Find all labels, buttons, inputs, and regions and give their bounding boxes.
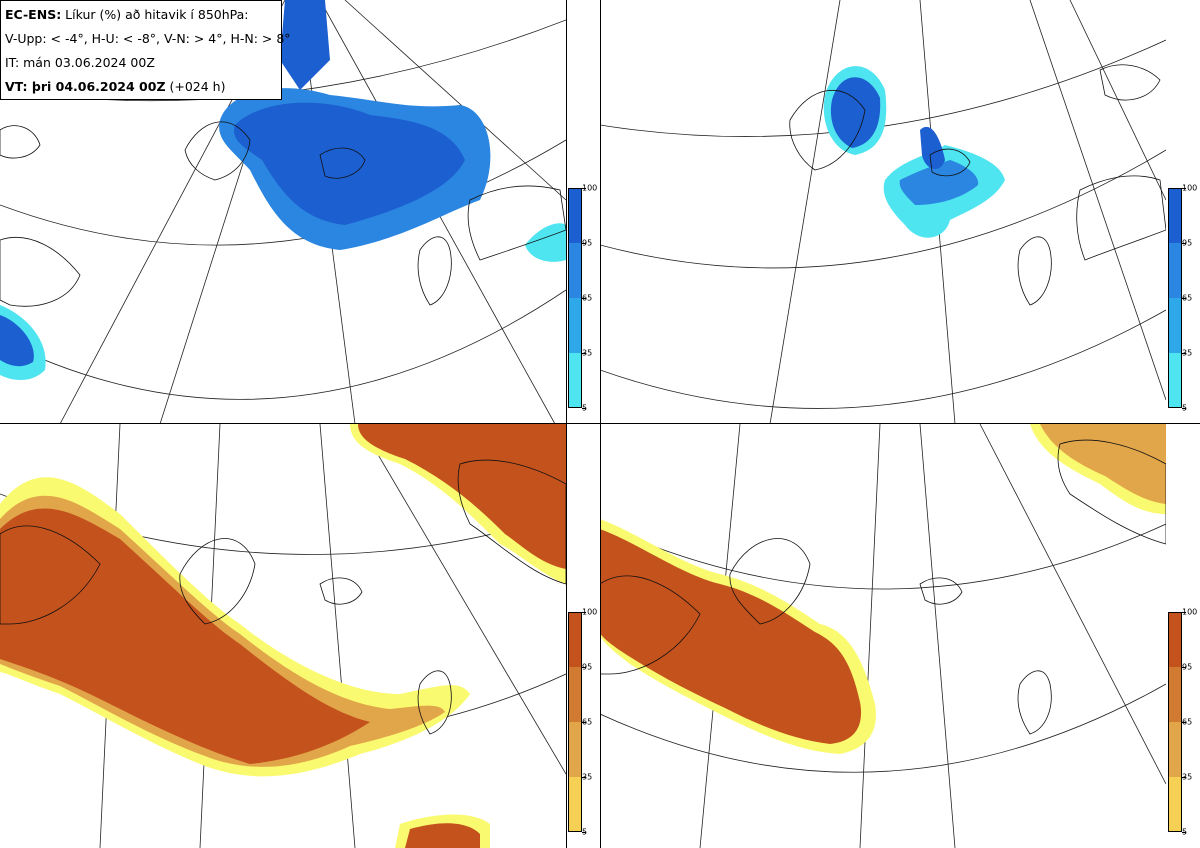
colorbar-tick-label: 95	[1182, 238, 1193, 248]
colorbar-frame	[1168, 612, 1182, 832]
colorbar-segment	[568, 353, 582, 408]
map-panel-warm-plus8	[600, 424, 1166, 848]
colorbar-segment	[1168, 243, 1182, 298]
colorbar-warm-right: 5 35 65 95 100	[1168, 608, 1200, 837]
colorbar-tick	[582, 408, 586, 409]
colorbar-tick-label: 100	[582, 183, 598, 193]
colorbar-cold-right: 5 35 65 95 100	[1168, 184, 1200, 413]
thresholds-text: V-Upp: < -4°, H-U: < -8°, V-N: > 4°, H-N…	[5, 31, 291, 46]
colorbar-tick-label: 95	[582, 662, 593, 672]
divider-vertical-left	[566, 0, 567, 848]
colorbar-segment	[568, 188, 582, 243]
colorbar-tick-label: 35	[582, 772, 593, 782]
colorbar-tick	[1182, 777, 1186, 778]
colorbar-segment	[1168, 777, 1182, 832]
colorbar-tick-label: 35	[1182, 772, 1193, 782]
colorbar-tick	[1182, 188, 1186, 189]
colorbar-tick	[582, 722, 586, 723]
colorbar-tick	[1182, 832, 1186, 833]
colorbar-segment	[1168, 612, 1182, 667]
model-label: EC-ENS:	[5, 7, 62, 22]
colorbar-segment	[568, 298, 582, 353]
colorbar-tick-label: 65	[1182, 717, 1193, 727]
colorbar-tick-label: 5	[1182, 403, 1188, 413]
description-text: Líkur (%) að hitavik í 850hPa:	[61, 7, 249, 22]
colorbar-tick-label: 95	[1182, 662, 1193, 672]
colorbar-tick	[582, 777, 586, 778]
colorbar-warm-left: 5 35 65 95 100	[568, 608, 600, 837]
colorbar-tick	[582, 243, 586, 244]
colorbar-tick-label: 5	[582, 403, 588, 413]
colorbar-tick-label: 35	[582, 348, 593, 358]
map-panel-cold-minus4: EC-ENS: Líkur (%) að hitavik í 850hPa: V…	[0, 0, 566, 424]
colorbar-tick	[582, 667, 586, 668]
colorbar-tick-label: 65	[1182, 293, 1193, 303]
colorbar-tick	[582, 832, 586, 833]
info-box: EC-ENS: Líkur (%) að hitavik í 850hPa: V…	[0, 0, 291, 100]
map-panel-warm-plus4	[0, 424, 566, 848]
colorbar-tick	[1182, 408, 1186, 409]
colorbar-segment	[1168, 722, 1182, 777]
lead-time-text: (+024 h)	[165, 79, 226, 94]
colorbar-tick-label: 65	[582, 293, 593, 303]
colorbar-segment	[568, 722, 582, 777]
colorbar-cold-top: 5 35 65 95 100	[568, 184, 600, 413]
valid-time-label: VT: þri 04.06.2024 00Z	[5, 79, 166, 94]
colorbar-segment	[1168, 667, 1182, 722]
colorbar-tick	[582, 188, 586, 189]
colorbar-frame	[568, 188, 582, 408]
colorbar-tick	[582, 612, 586, 613]
colorbar-segment	[568, 667, 582, 722]
colorbar-tick	[1182, 667, 1186, 668]
colorbar-segment	[568, 777, 582, 832]
colorbar-tick-label: 95	[582, 238, 593, 248]
colorbar-frame	[1168, 188, 1182, 408]
colorbar-frame	[568, 612, 582, 832]
colorbar-tick-label: 5	[582, 827, 588, 837]
colorbar-segment	[568, 612, 582, 667]
divider-vertical-right	[600, 0, 601, 848]
colorbar-tick	[1182, 353, 1186, 354]
colorbar-tick	[1182, 298, 1186, 299]
colorbar-tick	[582, 353, 586, 354]
colorbar-segment	[568, 243, 582, 298]
colorbar-tick-label: 5	[1182, 827, 1188, 837]
map-panel-cold-minus8	[600, 0, 1166, 424]
colorbar-tick-label: 65	[582, 717, 593, 727]
colorbar-segment	[1168, 188, 1182, 243]
initial-time-text: IT: mán 03.06.2024 00Z	[5, 55, 155, 70]
colorbar-segment	[1168, 298, 1182, 353]
colorbar-tick-label: 100	[1182, 607, 1198, 617]
colorbar-tick-label: 100	[1182, 183, 1198, 193]
colorbar-tick	[582, 298, 586, 299]
colorbar-tick-label: 35	[1182, 348, 1193, 358]
colorbar-tick	[1182, 722, 1186, 723]
colorbar-tick	[1182, 243, 1186, 244]
colorbar-tick-label: 100	[582, 607, 598, 617]
colorbar-segment	[1168, 353, 1182, 408]
colorbar-tick	[1182, 612, 1186, 613]
